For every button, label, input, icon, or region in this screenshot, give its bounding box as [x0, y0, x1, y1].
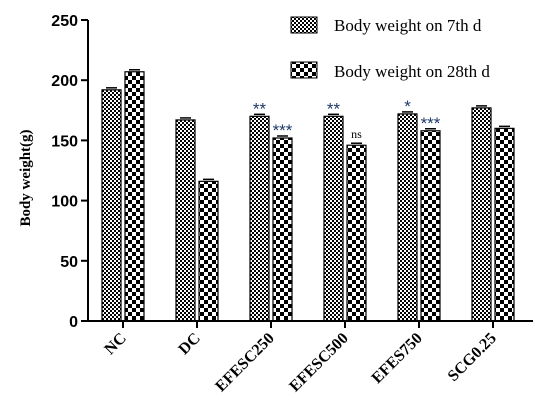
significance-annotation: **: [253, 99, 267, 118]
x-tick-label: EFESC500: [286, 330, 351, 395]
bar-series-2-efes750: [420, 130, 441, 322]
x-tick-label: SCG0.25: [445, 330, 500, 385]
bar-series-2-efesc250: [272, 137, 293, 322]
x-tick-label: NC: [101, 330, 129, 358]
bar-series-2-efesc500: [346, 144, 367, 322]
significance-annotation: ns: [351, 127, 362, 141]
x-tick-label: EFES750: [369, 330, 426, 387]
y-axis: 0 50 100 150 200 250: [51, 13, 89, 331]
y-axis-title: Body weight(g): [18, 129, 34, 226]
plot-area: *******ns****: [101, 69, 515, 322]
bar-series-2-scg0-25: [494, 127, 515, 322]
bar-series-1-efesc250: [249, 115, 270, 322]
y-tick-label: 50: [60, 254, 78, 271]
bar-series-2-dc: [198, 180, 219, 322]
significance-annotation: **: [327, 99, 341, 118]
y-tick-label: 200: [51, 73, 78, 90]
legend-label-series-1: Body weight on 7th d: [334, 16, 482, 35]
bar-series-2-nc: [124, 71, 145, 322]
y-tick-label: 100: [51, 194, 78, 211]
legend-swatch-series-2: [290, 61, 318, 79]
legend: Body weight on 7th d Body weight on 28th…: [290, 16, 490, 81]
legend-swatch-series-1: [290, 16, 318, 34]
x-tick-label: EFESC250: [212, 330, 277, 395]
x-tick-label: DC: [175, 330, 203, 358]
legend-label-series-2: Body weight on 28th d: [334, 62, 490, 81]
y-tick-label: 250: [51, 13, 78, 30]
significance-annotation: ***: [273, 121, 293, 140]
bar-series-1-scg0-25: [471, 107, 492, 322]
x-axis: NC DC EFESC250 EFESC500 EFES750 SCG0.25: [88, 320, 533, 395]
y-tick-label: 0: [69, 314, 78, 331]
significance-annotation: *: [404, 97, 411, 116]
y-tick-label: 150: [51, 133, 78, 150]
significance-annotation: ***: [421, 114, 441, 133]
bar-series-1-nc: [101, 89, 122, 322]
bar-series-1-efes750: [397, 113, 418, 322]
bar-series-1-efesc500: [323, 115, 344, 322]
bar-series-1-dc: [175, 119, 196, 322]
